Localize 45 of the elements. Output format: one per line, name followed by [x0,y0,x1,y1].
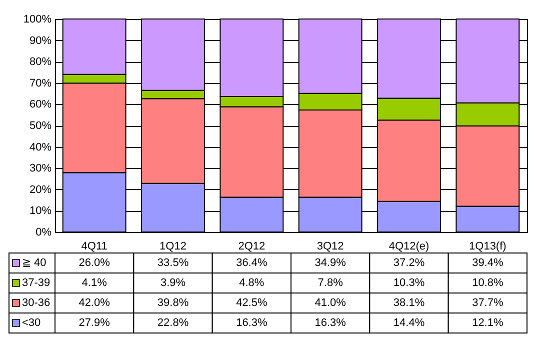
y-tick-label: 0% [36,226,52,238]
data-label: 42.5% [236,297,268,309]
legend-label: 30-36 [22,297,50,309]
x-tick-label: 3Q12 [316,240,344,252]
data-label: 27.9% [78,317,110,329]
data-label: 37.2% [393,257,425,269]
data-label: 7.8% [318,277,344,289]
y-tick-label: 100% [23,14,52,26]
data-label: 42.0% [78,297,110,309]
data-label: 26.0% [78,257,110,269]
legend-label: <30 [22,317,41,329]
y-tick-label: 60% [29,98,52,111]
data-label: 34.9% [314,257,346,269]
data-label: 10.8% [472,277,504,289]
data-label: 39.4% [472,257,504,269]
data-label: 4.8% [239,277,264,289]
data-label: 38.1% [393,297,425,309]
y-tick-label: 90% [29,34,52,47]
data-label: 41.0% [314,297,346,309]
data-label: 22.8% [157,317,189,329]
data-label: 16.3% [314,317,346,329]
legend-label: ≧ 40 [22,257,46,269]
legend-label: 37-39 [22,277,50,289]
data-label: 14.4% [393,317,425,329]
data-label: 37.7% [472,297,504,309]
x-tick-label: 4Q11 [81,240,108,252]
y-tick-label: 80% [29,56,52,68]
y-tick-label: 10% [29,205,52,218]
data-label: 4.1% [82,277,108,289]
data-label: 3.9% [160,277,186,289]
y-tick-label: 40% [29,141,52,154]
x-tick-label: 4Q12(e) [388,240,430,252]
y-tick-label: 20% [29,184,52,196]
y-tick-label: 30% [29,162,52,175]
data-label: 16.3% [236,317,268,329]
data-label: 36.4% [236,257,268,269]
data-label: 33.5% [157,257,189,269]
data-label: 10.3% [393,277,425,289]
x-tick-label: 1Q13(f) [469,240,506,252]
x-tick-label: 2Q12 [238,240,266,252]
data-label: 12.1% [472,317,504,329]
y-tick-label: 70% [29,77,52,90]
data-label: 39.8% [157,297,189,309]
x-tick-label: 1Q12 [160,240,186,252]
y-tick-label: 50% [29,120,52,132]
